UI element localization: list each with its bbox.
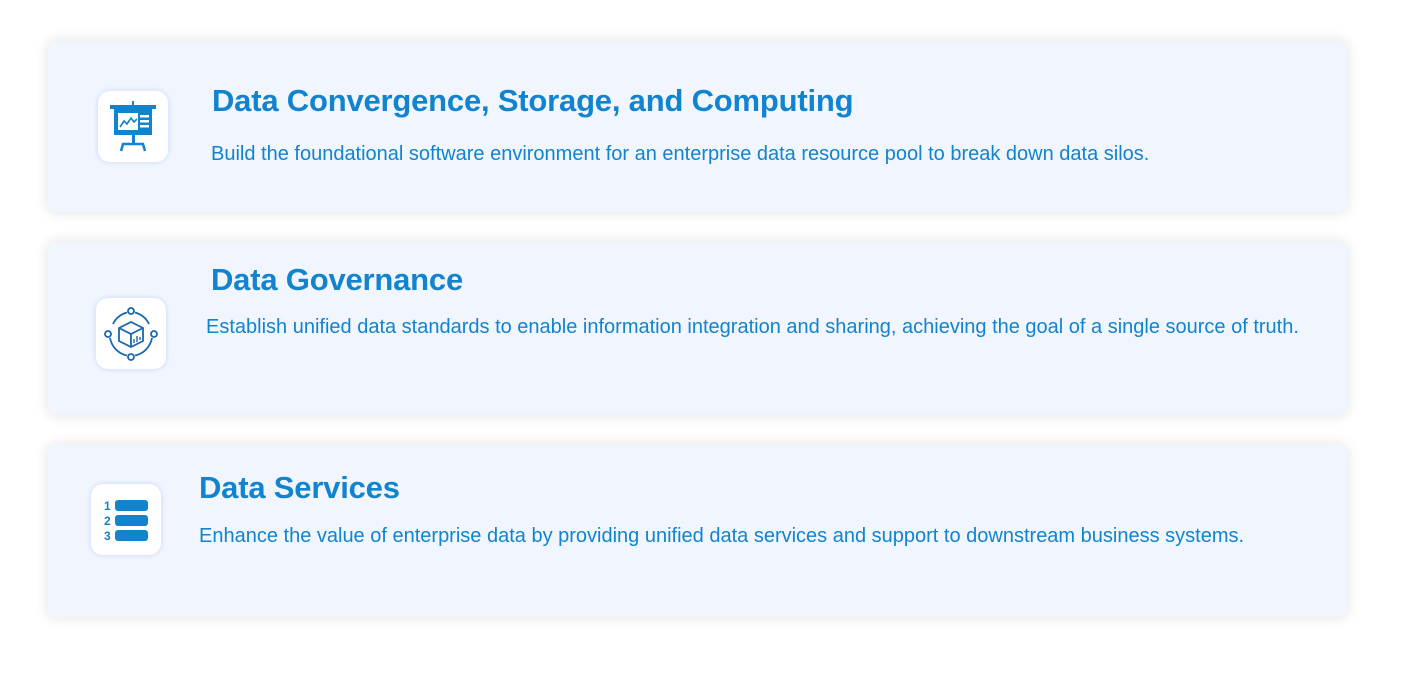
card-title: Data Convergence, Storage, and Computing: [212, 83, 854, 118]
svg-text:3: 3: [104, 529, 111, 543]
svg-text:2: 2: [104, 514, 111, 528]
svg-text:1: 1: [104, 499, 111, 513]
card-description: Build the foundational software environm…: [211, 143, 1150, 165]
data-cube-network-icon: [96, 298, 166, 369]
card-data-convergence: Data Convergence, Storage, and Computing…: [48, 41, 1347, 212]
presentation-chart-icon: [98, 91, 168, 162]
card-title: Data Governance: [211, 262, 463, 297]
card-description: Enhance the value of enterprise data by …: [199, 525, 1245, 547]
card-title: Data Services: [199, 470, 400, 505]
card-description: Establish unified data standards to enab…: [206, 316, 1299, 338]
card-data-governance: Data Governance Establish unified data s…: [48, 242, 1347, 415]
